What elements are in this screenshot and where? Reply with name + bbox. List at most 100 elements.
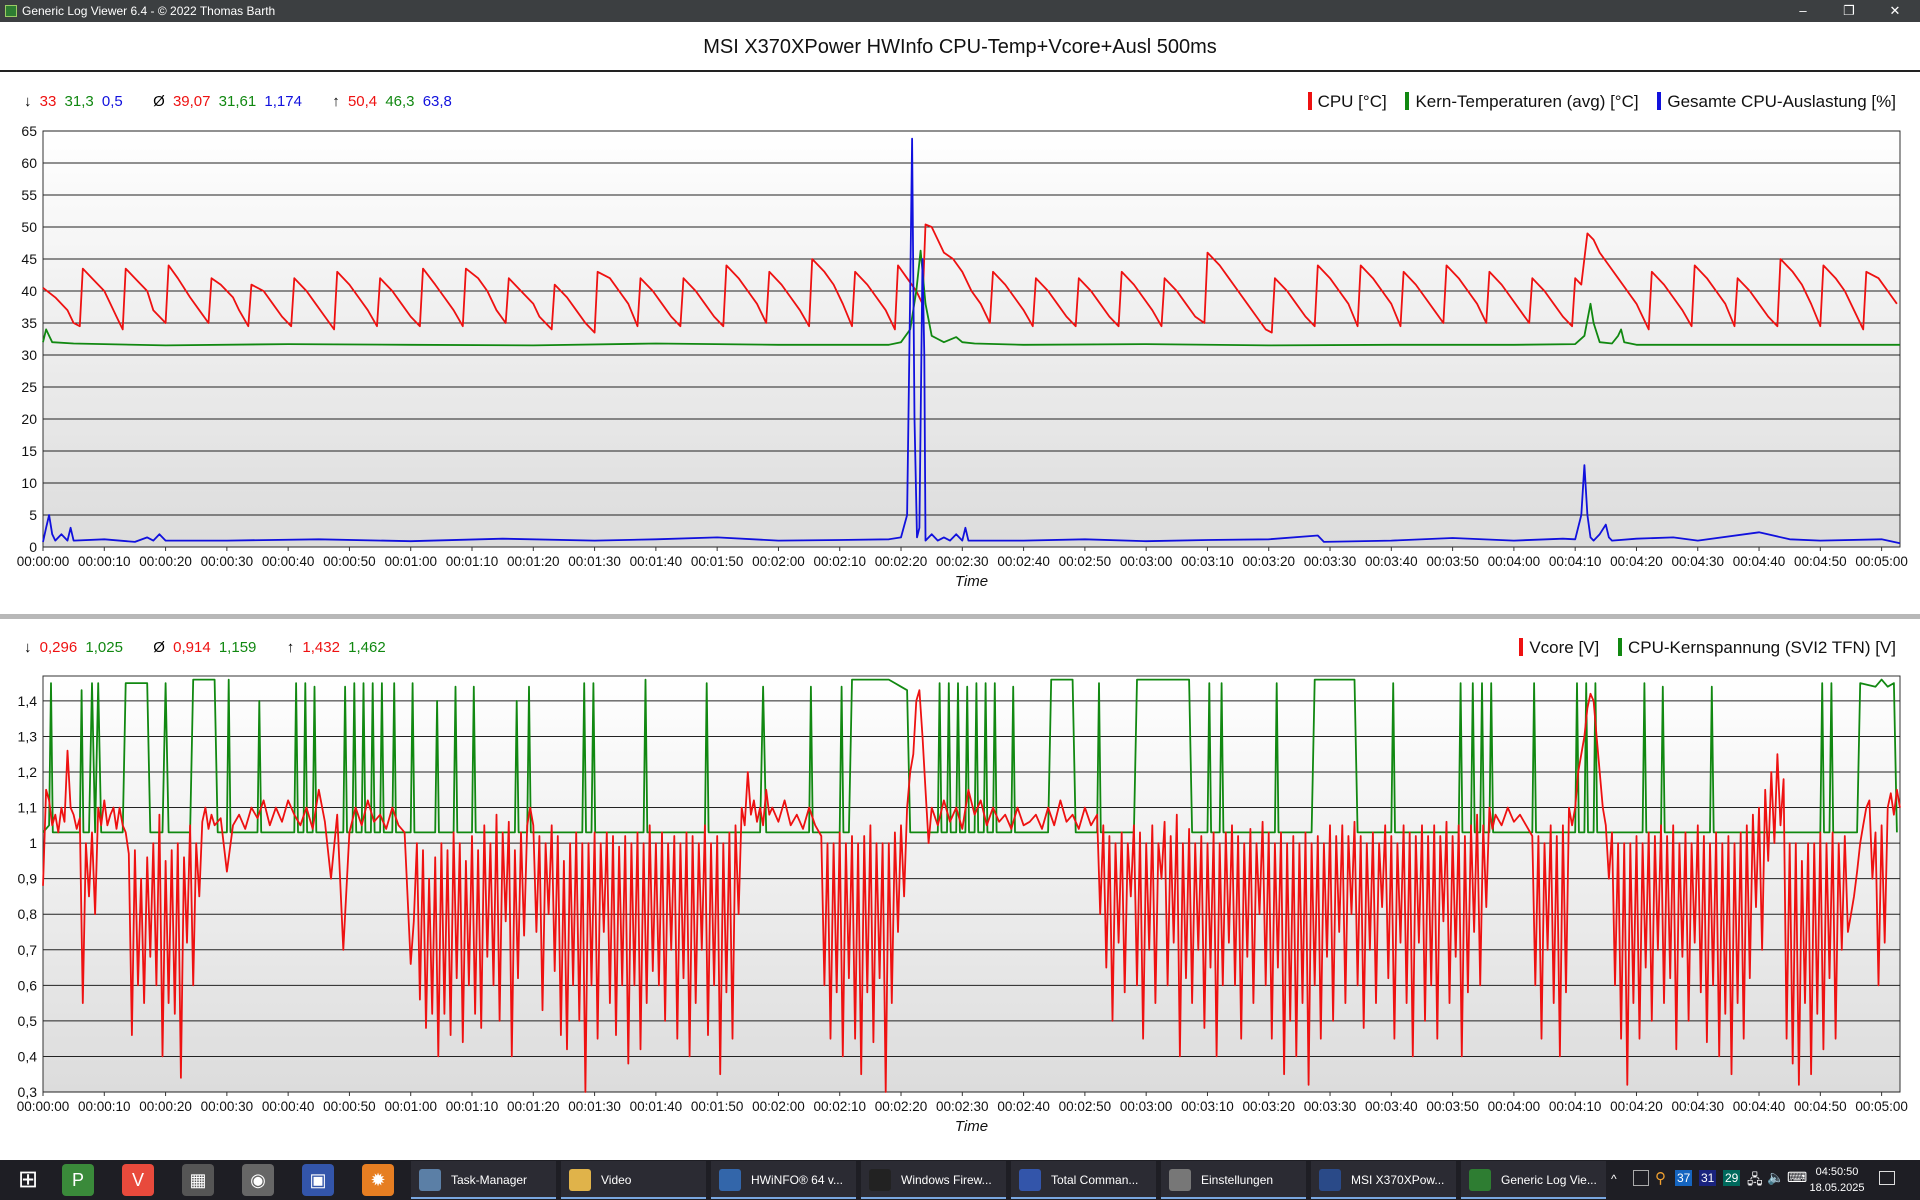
min-symbol: ↓ [24, 93, 32, 110]
y-tick-label: 0,5 [18, 1013, 38, 1029]
taskbar-button[interactable]: Generic Log Vie... [1461, 1161, 1606, 1199]
legend-swatch-core [1405, 92, 1410, 110]
avg-symbol: Ø [153, 639, 165, 656]
x-tick-label: 00:03:40 [1365, 1099, 1418, 1114]
x-tick-label: 00:03:10 [1181, 554, 1234, 569]
x-tick-label: 00:00:50 [323, 1099, 376, 1114]
legend-swatch-vcore [1519, 638, 1524, 656]
top-chart[interactable]: 0 5 10 15 20 25 30 35 40 45 50 55 60 65 00:00:00 00:00:… [0, 95, 1920, 615]
floppy-icon[interactable]: ▣ [302, 1164, 334, 1196]
y-tick-label: 65 [21, 123, 37, 139]
x-tick-label: 00:02:50 [1059, 554, 1112, 569]
stat-avg-vcore: 0,914 [173, 639, 211, 656]
tray-overflow-icon[interactable]: ^ [1611, 1172, 1617, 1186]
taskbar-button[interactable]: HWiNFO® 64 v... [711, 1161, 856, 1199]
taskbar: ⊞ P V ▦ ◉ ▣ ✹ Task-Manager Video HWiNFO® 64 v..… [0, 1160, 1920, 1200]
x-tick-label: 00:01:00 [384, 1099, 437, 1114]
x-tick-label: 00:02:20 [875, 1099, 928, 1114]
tray-badge-1[interactable]: 37 [1675, 1170, 1693, 1186]
taskbar-button[interactable]: Windows Firew... [861, 1161, 1006, 1199]
x-tick-label: 00:02:40 [997, 554, 1050, 569]
x-tick-label: 00:01:10 [446, 554, 499, 569]
legend-vcore: Vcore [V] [1529, 638, 1600, 657]
clock[interactable]: 04:50:50 18.05.2025 [1807, 1164, 1867, 1196]
y-tick-label: 1,2 [18, 764, 38, 780]
stat-max-vcore: 1,432 [302, 639, 340, 656]
plot-area [42, 675, 1901, 1093]
taskbar-button-label: Windows Firew... [901, 1173, 992, 1187]
x-tick-label: 00:04:20 [1610, 1099, 1663, 1114]
y-tick-label: 0 [29, 539, 37, 555]
y-tick-label: 1,4 [18, 693, 38, 709]
x-tick-label: 00:03:00 [1120, 554, 1173, 569]
x-tick-label: 00:04:10 [1549, 554, 1602, 569]
vivaldi-icon[interactable]: V [122, 1164, 154, 1196]
plot-area [42, 130, 1901, 548]
taskbar-button[interactable]: Task-Manager [411, 1161, 556, 1199]
taskbar-button[interactable]: Einstellungen [1161, 1161, 1306, 1199]
y-tick-label: 1,3 [18, 728, 38, 744]
x-tick-label: 00:04:00 [1488, 554, 1541, 569]
max-symbol: ↑ [332, 93, 340, 110]
taskbar-button-label: HWiNFO® 64 v... [751, 1173, 843, 1187]
taskbar-button-label: Einstellungen [1201, 1173, 1274, 1187]
taskbar-button-label: MSI X370XPow... [1351, 1173, 1445, 1187]
taskbar-button-label: Task-Manager [451, 1173, 528, 1187]
y-tick-label: 0,3 [18, 1084, 38, 1100]
tray-window-icon[interactable] [1633, 1170, 1649, 1186]
restore-button[interactable]: ❐ [1843, 3, 1855, 18]
y-tick-label: 50 [21, 219, 37, 235]
language-icon[interactable]: ⌨ [1787, 1169, 1808, 1185]
x-tick-label: 00:04:40 [1733, 1099, 1786, 1114]
taskbar-button[interactable]: Total Comman... [1011, 1161, 1156, 1199]
x-tick-label: 00:04:00 [1488, 1099, 1541, 1114]
stat-max-load: 63,8 [422, 93, 452, 110]
x-tick-label: 00:02:00 [752, 1099, 805, 1114]
x-tick-label: 00:03:20 [1242, 1099, 1295, 1114]
tray-badge-3[interactable]: 29 [1723, 1170, 1741, 1186]
top-stats: ↓ 33 31,3 0,5 Ø 39,07 31,61 1,174 ↑ 50,4… [24, 93, 456, 110]
network-icon[interactable]: 🖧 [1747, 1171, 1763, 1187]
calculator-icon[interactable]: ▦ [182, 1164, 214, 1196]
close-button[interactable]: ✕ [1889, 3, 1901, 18]
taskbar-button[interactable]: Video [561, 1161, 706, 1199]
x-tick-label: 00:01:30 [568, 554, 621, 569]
start-button[interactable]: ⊞ [17, 1166, 39, 1193]
minimize-button[interactable]: – [1799, 3, 1807, 18]
y-tick-label: 15 [21, 443, 37, 459]
legend-swatch-cpu [1307, 92, 1312, 110]
x-tick-label: 00:01:30 [568, 1099, 621, 1114]
x-tick-label: 00:02:00 [752, 554, 805, 569]
x-tick-label: 00:03:40 [1365, 554, 1418, 569]
stat-min-vcore: 0,296 [39, 639, 78, 656]
x-tick-label: 00:04:30 [1671, 1099, 1724, 1114]
notification-icon[interactable] [1879, 1171, 1895, 1185]
xnview-icon[interactable]: ✹ [362, 1164, 394, 1196]
window-titlebar: Generic Log Viewer 6.4 - © 2022 Thomas B… [0, 0, 1920, 22]
taskbar-app-icon [719, 1169, 741, 1191]
panel-separator[interactable] [0, 614, 1920, 619]
taskbar-app-icon [869, 1169, 891, 1191]
x-tick-label: 00:01:50 [691, 554, 744, 569]
x-tick-label: 00:04:40 [1733, 554, 1786, 569]
x-tick-label: 00:01:50 [691, 1099, 744, 1114]
y-tick-label: 5 [29, 507, 37, 523]
legend-swatch-load [1657, 92, 1662, 110]
project-icon[interactable]: P [62, 1164, 94, 1196]
taskbar-app-icon [1469, 1169, 1491, 1191]
stat-avg-svi2: 1,159 [218, 639, 257, 656]
x-tick-label: 00:01:40 [630, 554, 683, 569]
clock-date: 18.05.2025 [1809, 1182, 1865, 1194]
taskbar-button[interactable]: MSI X370XPow... [1311, 1161, 1456, 1199]
x-tick-label: 00:04:20 [1610, 554, 1663, 569]
series-line-1 [42, 223, 1898, 334]
tray-search-icon[interactable]: ⚲ [1655, 1170, 1666, 1187]
taskbar-app-icon [1019, 1169, 1041, 1191]
x-tick-label: 00:02:30 [936, 1099, 989, 1114]
y-tick-label: 0,6 [18, 977, 38, 993]
speaker-icon[interactable]: 🔈 [1767, 1169, 1785, 1185]
x-tick-label: 00:04:50 [1794, 1099, 1847, 1114]
camera-icon[interactable]: ◉ [242, 1164, 274, 1196]
bottom-chart[interactable]: 0,3 0,4 0,5 0,6 0,7 0,8 0,9 1 1,1 1,2 1,3 1,4 00:00:… [0, 660, 1920, 1160]
tray-badge-2[interactable]: 31 [1699, 1170, 1717, 1186]
